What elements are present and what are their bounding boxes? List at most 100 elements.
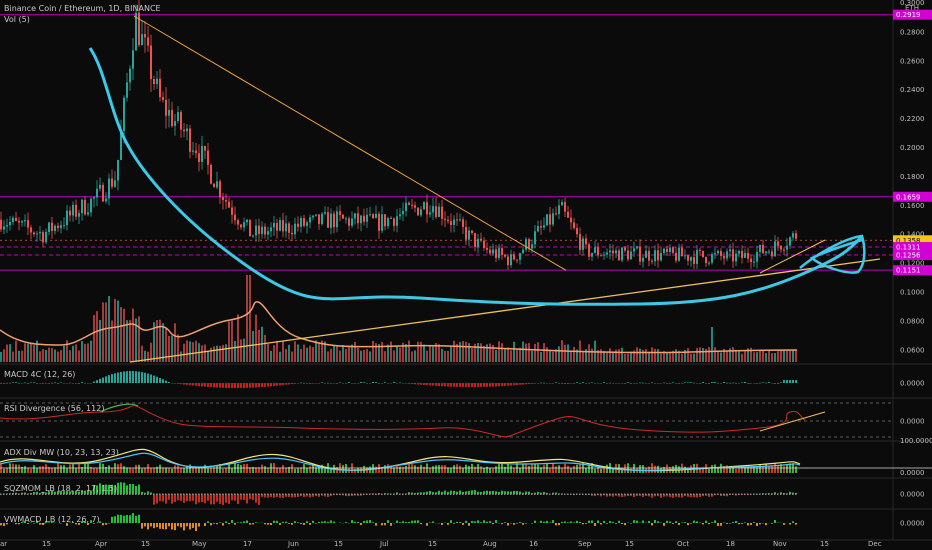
volume-bar — [450, 346, 452, 362]
adx-bar — [753, 466, 755, 473]
squeeze-dot — [309, 493, 311, 495]
adx-bar — [267, 467, 269, 473]
candle — [171, 109, 173, 127]
sqzmom-bar — [264, 494, 266, 498]
candle — [669, 247, 671, 253]
vwmacd-bar — [417, 520, 419, 523]
squeeze-dot — [723, 493, 725, 495]
squeeze-dot — [549, 493, 551, 495]
squeeze-dot — [645, 493, 647, 495]
sqzmom-bar — [96, 485, 98, 494]
vwmacd-bar — [246, 520, 248, 523]
macd-bar — [273, 383, 275, 387]
time-axis-label: Apr — [95, 540, 107, 548]
candle — [12, 217, 14, 223]
vwmacd-bar — [6, 523, 8, 525]
candle — [534, 231, 536, 245]
squeeze-dot — [411, 493, 413, 495]
time-axis-label: May — [192, 540, 206, 548]
sqzmom-bar — [618, 494, 620, 497]
vwmacd-bar — [744, 522, 746, 523]
macd-bar — [786, 380, 788, 383]
adx-bar — [105, 467, 107, 473]
vwmacd-bar — [276, 520, 278, 523]
macd-bar — [129, 371, 131, 383]
volume-bar — [213, 346, 215, 362]
sqzmom-bar — [693, 494, 695, 498]
candle — [594, 247, 596, 253]
sqzmom-bar — [498, 491, 500, 494]
volume-bar — [411, 351, 413, 362]
candle — [288, 223, 290, 233]
vwmacd-bar — [387, 520, 389, 523]
candle — [426, 202, 428, 215]
candle — [570, 217, 572, 223]
volume-bar — [375, 343, 377, 362]
vwmacd-bar — [756, 523, 758, 526]
volume-bar — [459, 342, 461, 362]
vwmacd-bar — [669, 521, 671, 523]
adx-bar — [237, 463, 239, 473]
candle — [786, 245, 788, 250]
adx-bar — [138, 464, 140, 473]
candle — [210, 164, 212, 184]
vwmacd-bar — [294, 521, 296, 523]
macd-bar — [465, 383, 467, 387]
squeeze-dot — [417, 493, 419, 495]
sqzmom-bar — [540, 492, 542, 494]
squeeze-dot — [21, 493, 23, 495]
adx-bar — [462, 467, 464, 473]
sqzmom-bar — [258, 494, 260, 505]
volume-bar — [705, 348, 707, 362]
squeeze-dot — [315, 493, 317, 495]
squeeze-dot — [327, 493, 329, 495]
volume-bar — [183, 343, 185, 362]
vwmacd-bar — [792, 521, 794, 523]
volume-bar — [330, 348, 332, 362]
adx-bar — [498, 464, 500, 473]
adx-bar — [417, 466, 419, 473]
adx-bar — [141, 468, 143, 473]
candle — [300, 218, 302, 227]
squeeze-dot — [117, 493, 119, 495]
candle — [45, 231, 47, 243]
squeeze-dot — [612, 493, 614, 495]
vwmacd-bar — [750, 523, 752, 525]
vwmacd-bar — [273, 520, 275, 523]
vwmacd-bar — [384, 523, 386, 526]
squeeze-dot — [726, 493, 728, 495]
vwmacd-bar — [321, 521, 323, 523]
sqzmom-bar — [651, 494, 653, 498]
squeeze-dot — [360, 493, 362, 495]
vwmacd-bar — [684, 522, 686, 523]
macd-bar — [543, 382, 545, 384]
volume-bar — [624, 353, 626, 362]
sqzmom-bar — [159, 494, 161, 502]
sqzmom-bar — [267, 494, 269, 498]
candle — [789, 237, 791, 246]
volume-bar — [405, 344, 407, 362]
volume-bar — [228, 321, 230, 362]
vwmacd-bar — [522, 523, 524, 525]
vwmacd-bar — [351, 520, 353, 523]
candle — [225, 200, 227, 202]
sqzmom-bar — [795, 492, 797, 494]
adx-bar — [183, 468, 185, 473]
macd-bar — [51, 382, 53, 384]
candle — [141, 34, 143, 46]
macd-bar — [315, 383, 317, 384]
squeeze-dot — [3, 493, 5, 495]
adx-bar — [117, 464, 119, 473]
macd-bar — [513, 383, 515, 386]
macd-bar — [105, 376, 107, 383]
vwmacd-bar — [366, 520, 368, 523]
squeeze-dot — [210, 493, 212, 495]
macd-bar — [300, 382, 302, 384]
vwmacd-bar — [267, 523, 269, 525]
squeeze-dot — [525, 493, 527, 495]
volume-bar — [306, 347, 308, 362]
vwmacd-bar — [150, 523, 152, 527]
volume-bar — [387, 344, 389, 362]
macd-bar — [777, 383, 779, 384]
